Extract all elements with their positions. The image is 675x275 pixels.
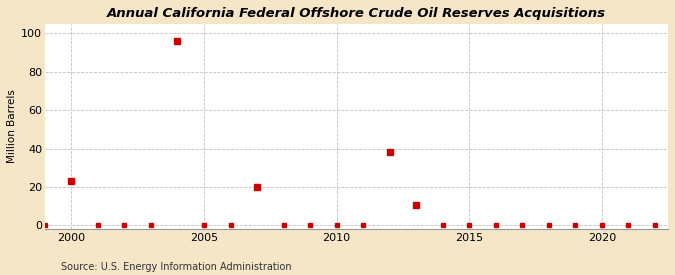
Y-axis label: Million Barrels: Million Barrels: [7, 90, 17, 163]
Title: Annual California Federal Offshore Crude Oil Reserves Acquisitions: Annual California Federal Offshore Crude…: [107, 7, 606, 20]
Text: Source: U.S. Energy Information Administration: Source: U.S. Energy Information Administ…: [61, 262, 292, 271]
